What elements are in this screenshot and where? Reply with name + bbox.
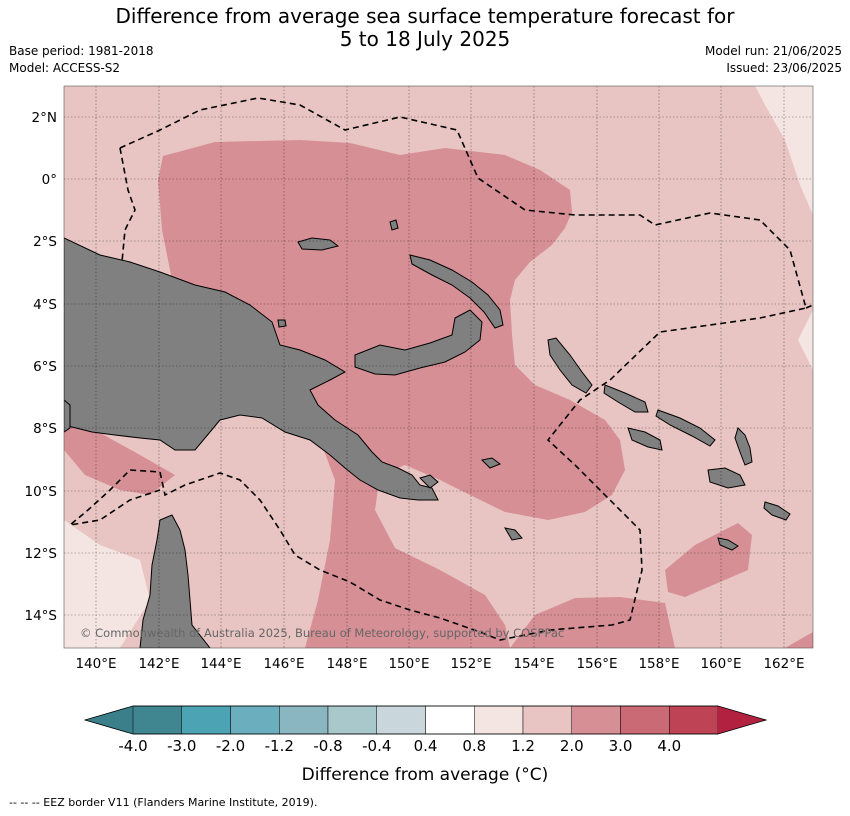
louisiade-islands xyxy=(504,527,523,541)
guadalcanal-island xyxy=(707,467,746,489)
map-frame xyxy=(63,85,814,649)
latitude-label: 4°S xyxy=(33,297,57,313)
longitude-label: 142°E xyxy=(138,656,179,672)
colorbar-tick-label: -4.0 xyxy=(118,737,147,755)
latitude-label: 2°S xyxy=(33,234,57,250)
footer-legend-note: -- -- -- EEZ border V11 (Flanders Marine… xyxy=(9,796,318,809)
longitude-label: 148°E xyxy=(326,656,367,672)
latitude-label: 12°S xyxy=(25,546,58,562)
anomaly-field-1-2-corner xyxy=(785,632,813,648)
small-island xyxy=(389,219,399,231)
latitude-label: 6°S xyxy=(33,359,57,375)
colorbar-tick-label: -0.4 xyxy=(362,737,391,755)
colorbar-box xyxy=(425,705,475,735)
model-run: Model run: 21/06/2025 xyxy=(704,44,842,58)
anomaly-field-0-4-northeast xyxy=(755,86,813,215)
eez-border-png xyxy=(67,97,807,641)
colorbar-box xyxy=(669,705,719,735)
anomaly-field-0-4-southwest xyxy=(64,520,150,648)
longitude-label: 150°E xyxy=(388,656,429,672)
map-credit: © Commonwealth of Australia 2025, Bureau… xyxy=(80,626,564,640)
longitude-label: 156°E xyxy=(576,656,617,672)
colorbar-box xyxy=(132,705,182,735)
colorbar-tick-label: -0.8 xyxy=(313,737,342,755)
colorbar-box xyxy=(181,705,231,735)
latitude-label: 2°N xyxy=(32,110,57,126)
anomaly-field-1-2-gulf xyxy=(64,425,175,495)
colorbar-under-arrow xyxy=(85,706,133,734)
colorbar-over-arrow xyxy=(718,706,766,734)
colorbar-tick-label: 1.2 xyxy=(511,737,535,755)
colorbar-tick-labels: -4.0 -3.0 -2.0 -1.2 -0.8 -0.4 0.4 0.8 1.2 2.0 3.0 4… xyxy=(118,737,681,755)
west-island-fragment xyxy=(64,399,71,433)
base-period: Base period: 1981-2018 xyxy=(9,44,154,58)
colorbar-box xyxy=(522,705,572,735)
colorbar-tick-label: 4.0 xyxy=(657,737,681,755)
issue-date: Issued: 23/06/2025 xyxy=(726,61,842,75)
longitude-label: 144°E xyxy=(200,656,241,672)
new-georgia-islands xyxy=(627,427,663,451)
meta-right: Model run: 21/06/2025 Issued: 23/06/2025 xyxy=(705,43,842,77)
malaita-island xyxy=(734,427,753,466)
colorbar-box xyxy=(230,705,280,735)
trobriand-islands xyxy=(480,457,502,469)
longitude-label: 158°E xyxy=(638,656,679,672)
longitude-label: 162°E xyxy=(763,656,804,672)
makira-island xyxy=(763,501,791,521)
rennell-island xyxy=(717,537,739,551)
longitude-label: 154°E xyxy=(513,656,554,672)
latitude-label: 10°S xyxy=(25,484,58,500)
colorbar-tick-label: -3.0 xyxy=(167,737,196,755)
map-title-line2: 5 to 18 July 2025 xyxy=(339,27,511,51)
colorbar-tick-label: 3.0 xyxy=(609,737,633,755)
colorbar-tick-label: 2.0 xyxy=(560,737,584,755)
colorbar-box xyxy=(474,705,524,735)
latitude-labels: 2°N 0° 2°S 4°S 6°S 8°S 10°S 12°S 14°S xyxy=(25,110,58,624)
eez-borders xyxy=(67,97,813,641)
colorbar-box xyxy=(279,705,329,735)
colorbar-tick-label: 0.4 xyxy=(414,737,438,755)
eez-border-east xyxy=(805,304,813,309)
colorbar-tick-label: 0.8 xyxy=(462,737,486,755)
colorbar-box xyxy=(327,705,377,735)
longitude-label: 152°E xyxy=(450,656,491,672)
latitude-label: 8°S xyxy=(33,421,57,437)
meta-left: Base period: 1981-2018 Model: ACCESS-S2 xyxy=(9,43,154,77)
colorbar-label: Difference from average (°C) xyxy=(302,765,549,785)
santa-isabel-island xyxy=(655,409,716,447)
new-ireland-island xyxy=(409,254,504,329)
new-britain-island xyxy=(354,309,483,376)
colorbar: -4.0 -3.0 -2.0 -1.2 -0.8 -0.4 0.4 0.8 1.2 2.0 3.0 4… xyxy=(83,705,768,785)
colorbar-box xyxy=(376,705,426,735)
longitude-label: 140°E xyxy=(75,656,116,672)
anomaly-field-1-2-central xyxy=(158,140,625,648)
map-title-line1: Difference from average sea surface temp… xyxy=(115,4,735,28)
colorbar-tick-label: -1.2 xyxy=(265,737,294,755)
map-panel: © Commonwealth of Australia 2025, Bureau… xyxy=(64,86,813,648)
latitude-label: 0° xyxy=(42,172,57,188)
new-guinea-landmass xyxy=(64,237,439,501)
colorbar-box xyxy=(620,705,670,735)
fergusson-island xyxy=(419,474,439,489)
longitude-labels: 140°E 142°E 144°E 146°E 148°E 150°E 152°E 154°E… xyxy=(75,656,804,672)
longitude-label: 146°E xyxy=(263,656,304,672)
model-name: Model: ACCESS-S2 xyxy=(9,61,121,75)
small-island xyxy=(277,319,287,328)
map-gridlines xyxy=(64,86,813,648)
choiseul-island xyxy=(603,384,649,413)
colorbar-box xyxy=(571,705,621,735)
anomaly-field-0-4-east xyxy=(798,310,813,370)
longitude-label: 160°E xyxy=(700,656,741,672)
colorbar-tick-label: -2.0 xyxy=(216,737,245,755)
colorbar-outline xyxy=(83,705,768,735)
cape-york-landmass xyxy=(139,514,211,648)
bougainville-island xyxy=(547,337,593,394)
eez-border-west xyxy=(119,147,136,263)
latitude-label: 14°S xyxy=(25,608,58,624)
anomaly-field-1-2-south xyxy=(510,597,675,648)
